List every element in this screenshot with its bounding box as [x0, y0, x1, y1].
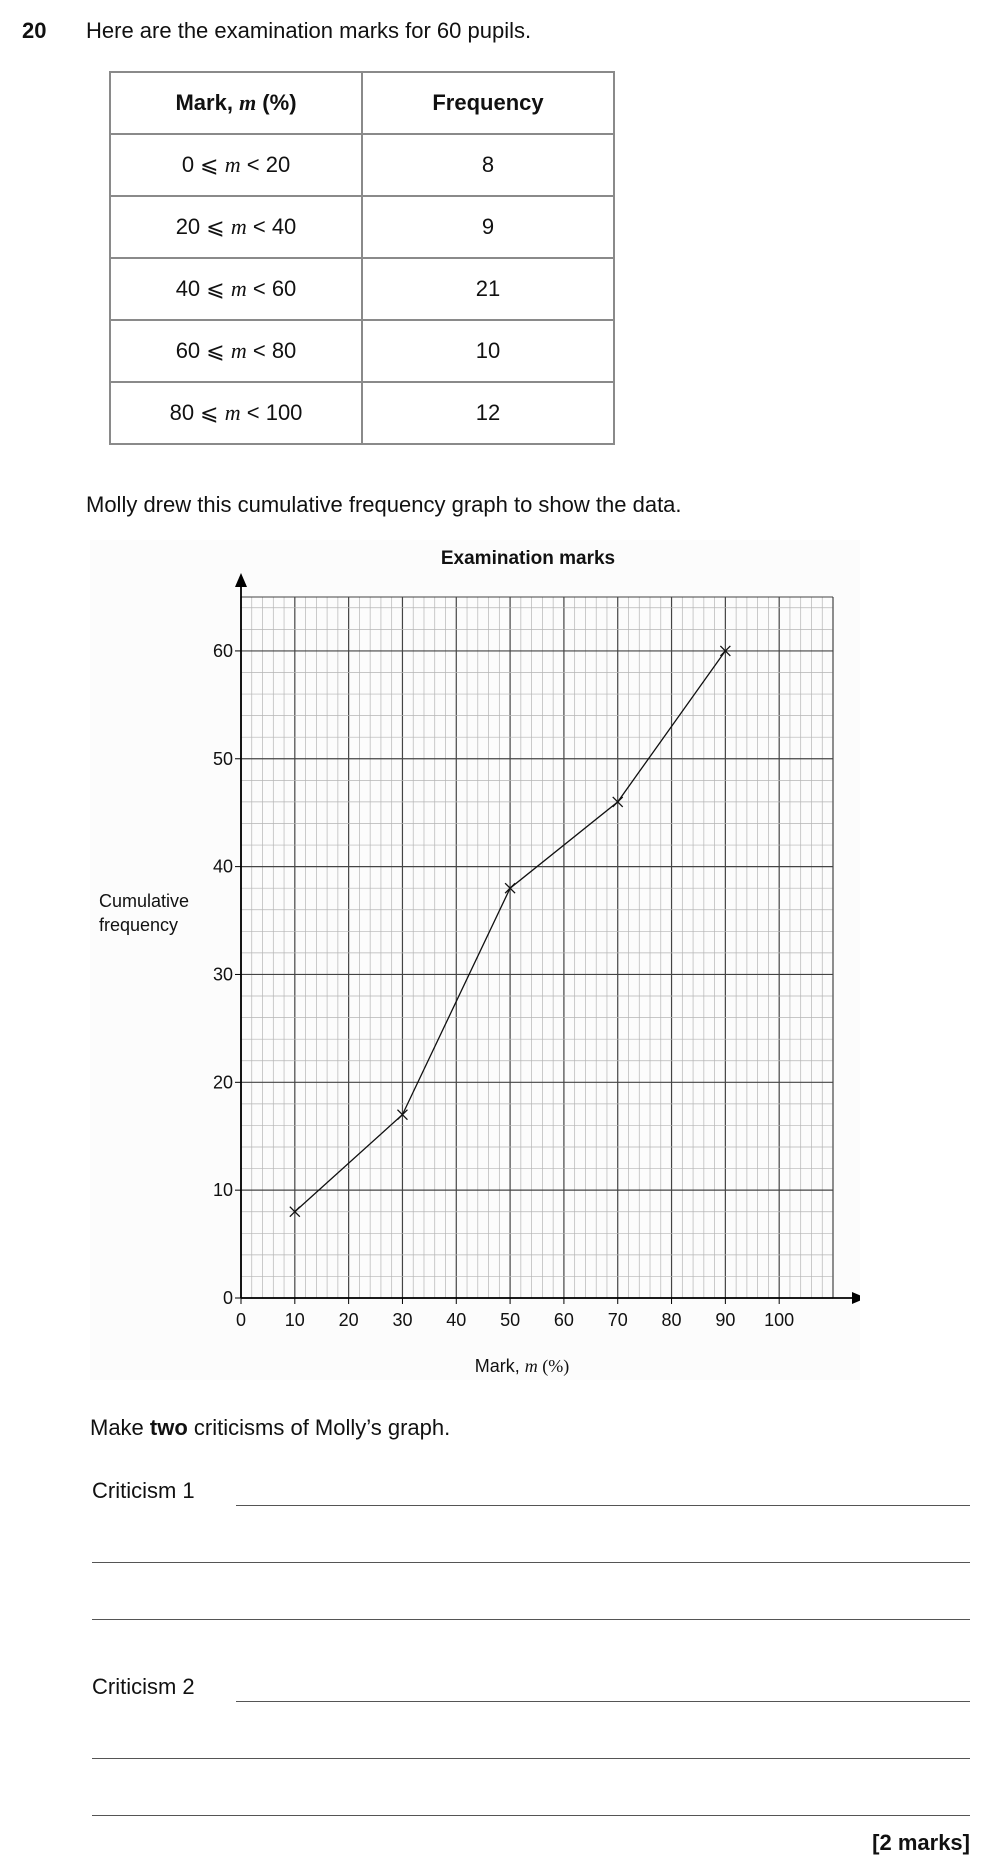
chart-panel: 0 10 20 30 40 50 60 70 80 90 100 0 10 20 30 40 50 60 Exam… [90, 540, 860, 1380]
y-tick-label: 50 [213, 749, 233, 769]
x-tick-label: 0 [236, 1310, 246, 1330]
y-tick-label: 20 [213, 1072, 233, 1092]
table-row: 80 ⩽ m < 100 12 [109, 381, 615, 445]
table-row: 20 ⩽ m < 40 9 [109, 195, 615, 259]
question-intro: Here are the examination marks for 60 pu… [86, 18, 532, 43]
cross-icon [504, 882, 516, 894]
chart-title: Examination marks [441, 548, 615, 569]
cross-icon [289, 1206, 301, 1218]
criticism-2-label: Criticism 2 [92, 1674, 195, 1699]
data-point-marker [289, 1206, 301, 1218]
y-axis-arrow-icon [235, 573, 247, 587]
graph-intro: Molly drew this cumulative frequency gra… [86, 492, 682, 517]
mark-interval: 80 ⩽ m < 100 [109, 381, 363, 445]
marks-available: [2 marks] [872, 1830, 970, 1855]
data-point-marker [719, 645, 731, 657]
cumulative-frequency-chart: 0 10 20 30 40 50 60 70 80 90 100 0 10 20 30 40 50 60 Exam… [99, 548, 860, 1377]
x-tick-label: 30 [392, 1310, 412, 1330]
x-tick-label: 40 [446, 1310, 466, 1330]
frequency-value: 9 [361, 195, 615, 259]
axes [235, 573, 860, 1304]
question-number: 20 [22, 18, 47, 43]
y-axis-label-line2: frequency [99, 915, 178, 935]
header-frequency: Frequency [361, 71, 615, 135]
criticism-1-answer-line[interactable] [92, 1619, 970, 1620]
x-tick-label: 20 [339, 1310, 359, 1330]
frequency-value: 8 [361, 133, 615, 197]
y-tick-label: 0 [223, 1288, 233, 1308]
y-tick-label: 60 [213, 641, 233, 661]
criticism-2-answer-line[interactable] [92, 1815, 970, 1816]
table-row: 40 ⩽ m < 60 21 [109, 257, 615, 321]
x-tick-label: 80 [662, 1310, 682, 1330]
table-row: 0 ⩽ m < 20 8 [109, 133, 615, 197]
data-point-marker [612, 796, 624, 808]
criticism-1-answer-line[interactable] [236, 1505, 970, 1506]
x-axis-label: Mark, m (%) [475, 1356, 570, 1377]
y-tick-label: 30 [213, 964, 233, 984]
data-point-marker [504, 882, 516, 894]
series [289, 645, 731, 1218]
data-point-marker [396, 1109, 408, 1121]
y-tick-label: 40 [213, 857, 233, 877]
x-tick-label: 10 [285, 1310, 305, 1330]
mark-interval: 20 ⩽ m < 40 [109, 195, 363, 259]
x-axis-arrow-icon [852, 1292, 860, 1304]
mark-interval: 0 ⩽ m < 20 [109, 133, 363, 197]
cross-icon [612, 796, 624, 808]
tick-labels: 0 10 20 30 40 50 60 70 80 90 100 0 10 20 30 40 50 60 [213, 641, 794, 1330]
criticism-2-answer-line[interactable] [92, 1758, 970, 1759]
x-tick-label: 100 [764, 1310, 794, 1330]
cross-icon [719, 645, 731, 657]
table-header-row: Mark, m (%) Frequency [109, 71, 615, 135]
table-row: 60 ⩽ m < 80 10 [109, 319, 615, 383]
grid [240, 596, 834, 1299]
mark-interval: 40 ⩽ m < 60 [109, 257, 363, 321]
frequency-value: 21 [361, 257, 615, 321]
frequency-value: 12 [361, 381, 615, 445]
frequency-value: 10 [361, 319, 615, 383]
y-tick-label: 10 [213, 1180, 233, 1200]
cross-icon [396, 1109, 408, 1121]
x-tick-label: 60 [554, 1310, 574, 1330]
criticism-instruction: Make two criticisms of Molly’s graph. [90, 1415, 451, 1440]
criticism-1-label: Criticism 1 [92, 1478, 195, 1503]
criticism-2-answer-line[interactable] [236, 1701, 970, 1702]
x-tick-label: 90 [715, 1310, 735, 1330]
header-mark: Mark, m (%) [109, 71, 363, 135]
x-tick-label: 50 [500, 1310, 520, 1330]
frequency-table: Mark, m (%) Frequency 0 ⩽ m < 20 8 20 ⩽ … [109, 71, 615, 445]
mark-interval: 60 ⩽ m < 80 [109, 319, 363, 383]
criticism-1-answer-line[interactable] [92, 1562, 970, 1563]
y-axis-label-line1: Cumulative [99, 891, 189, 911]
x-tick-label: 70 [608, 1310, 628, 1330]
